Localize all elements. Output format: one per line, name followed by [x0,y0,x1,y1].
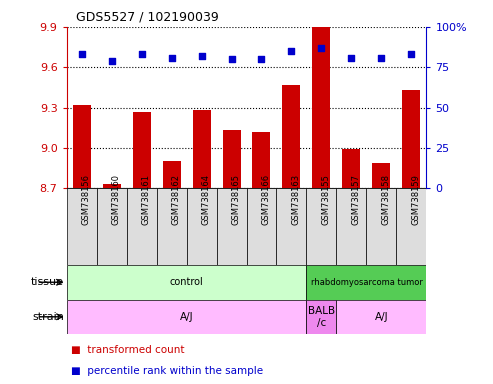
Text: GSM738164: GSM738164 [202,174,211,225]
Text: GSM738165: GSM738165 [232,174,241,225]
Bar [67,300,307,334]
Bar [127,188,157,265]
Point [198,53,206,59]
Text: tissue: tissue [31,277,64,287]
Text: GDS5527 / 102190039: GDS5527 / 102190039 [76,10,219,23]
Text: GSM738166: GSM738166 [261,174,271,225]
Text: GSM738159: GSM738159 [412,174,421,225]
Text: GSM738157: GSM738157 [352,174,360,225]
Bar [157,188,186,265]
Text: GSM738158: GSM738158 [382,174,390,225]
Bar [216,188,246,265]
Bar [72,105,91,188]
Bar [246,188,277,265]
Text: ■  percentile rank within the sample: ■ percentile rank within the sample [71,366,264,376]
Text: GSM738163: GSM738163 [291,174,301,225]
Point [408,51,416,57]
Point [107,58,115,64]
Text: GSM738160: GSM738160 [111,174,121,225]
Bar [277,188,307,265]
Text: GSM738161: GSM738161 [141,174,150,225]
Text: BALB
/c: BALB /c [308,306,335,328]
Bar [282,84,301,188]
Bar [307,300,336,334]
Bar [67,265,307,300]
Bar [186,188,216,265]
Text: strain: strain [32,312,64,322]
Point [138,51,145,57]
Text: rhabdomyosarcoma tumor: rhabdomyosarcoma tumor [311,278,423,287]
Point [77,51,85,57]
Bar [336,188,366,265]
Text: GSM738156: GSM738156 [81,174,91,225]
Point [228,56,236,62]
Bar [373,162,390,188]
Point [257,56,265,62]
Bar [222,130,241,188]
Text: GSM738155: GSM738155 [321,174,330,225]
Bar [336,300,426,334]
Bar [396,188,426,265]
Bar [133,111,150,188]
Point [317,45,325,51]
Point [348,55,355,61]
Point [168,55,176,61]
Bar [103,184,120,188]
Point [378,55,386,61]
Text: A/J: A/J [180,312,193,322]
Bar [307,265,426,300]
Bar [313,27,330,188]
Text: A/J: A/J [375,312,388,322]
Bar [192,110,211,188]
Bar [97,188,127,265]
Bar [163,161,180,188]
Text: ■  transformed count: ■ transformed count [71,345,185,355]
Text: GSM738162: GSM738162 [172,174,180,225]
Text: control: control [170,277,204,287]
Bar [366,188,396,265]
Bar [252,132,271,188]
Bar [343,149,360,188]
Bar [307,188,336,265]
Bar [67,188,97,265]
Point [287,48,295,54]
Bar [402,90,421,188]
